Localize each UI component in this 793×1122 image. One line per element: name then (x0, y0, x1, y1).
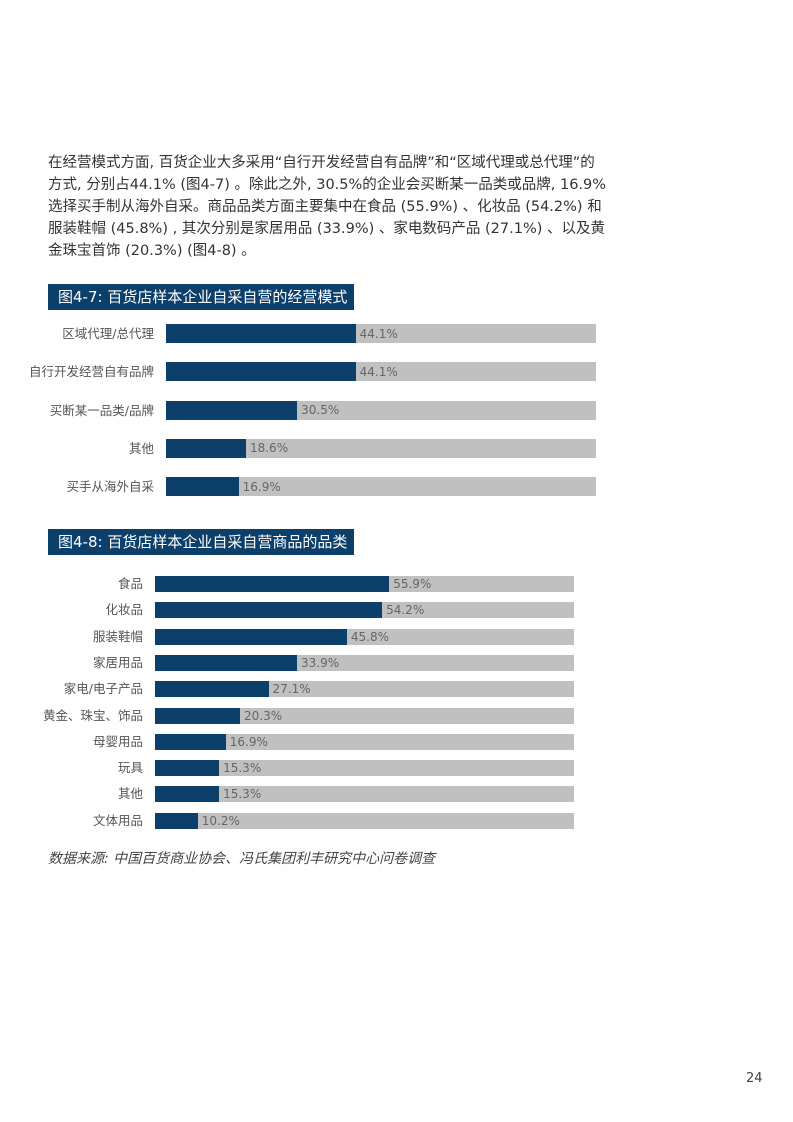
category-label: 文体用品 (92, 812, 143, 828)
bar (166, 400, 298, 420)
category-label: 食品 (117, 576, 143, 591)
value-label: 15.3% (223, 761, 262, 776)
bar-row: 黄金、珠宝、饰品 20.3% (0, 707, 793, 724)
value-label: 44.1% (359, 326, 398, 341)
bar-track: 54.2% (155, 602, 574, 619)
bar-row: 家电/电子产品 27.1% (0, 681, 793, 698)
bar (166, 477, 239, 497)
category-label: 区域代理/总代理 (62, 326, 154, 341)
bar (155, 628, 347, 645)
bar (155, 733, 226, 750)
bar-track: 55.9% (155, 576, 574, 592)
bar-track: 15.3% (155, 786, 574, 803)
bar-row: 区域代理/总代理 44.1% (0, 324, 793, 343)
value-label: 10.2% (201, 813, 240, 828)
bar-row: 其他 15.3% (0, 786, 793, 803)
category-label: 买断某一品类/品牌 (49, 402, 154, 418)
bar-row: 食品 55.9% (0, 576, 793, 592)
bar (155, 681, 269, 698)
category-label: 母婴用品 (92, 733, 143, 749)
figure-4-7-title: 图4-7: 百货店样本企业自采自营的经营模式 (48, 284, 354, 310)
category-label: 自行开发经营自有品牌 (28, 364, 154, 380)
value-label: 16.9% (242, 479, 281, 494)
bar (155, 654, 298, 671)
category-label: 其他 (117, 786, 143, 802)
bar (155, 576, 390, 592)
bar-track: 10.2% (155, 812, 574, 829)
bar-track: 15.3% (155, 760, 574, 777)
bar-row: 玩具 15.3% (0, 760, 793, 777)
bar-track: 20.3% (155, 707, 574, 724)
value-label: 18.6% (249, 441, 289, 456)
category-label: 买手从海外自采 (66, 479, 154, 495)
bar-row: 母婴用品 16.9% (0, 733, 793, 750)
bar-row: 文体用品 10.2% (0, 812, 793, 829)
bar-track: 44.1% (166, 324, 596, 343)
bar-row: 买断某一品类/品牌 30.5% (0, 400, 793, 420)
category-label: 玩具 (117, 760, 143, 776)
category-label: 化妆品 (105, 602, 143, 618)
value-label: 54.2% (386, 603, 425, 618)
value-label: 45.8% (350, 629, 390, 644)
value-label: 55.9% (393, 577, 432, 591)
value-label: 27.1% (272, 682, 311, 697)
bar-track: 45.8% (155, 628, 574, 645)
value-label: 44.1% (359, 364, 398, 379)
data-source: 数据来源: 中国百货商业协会、冯氏集团利丰研究中心问卷调查 (48, 851, 436, 867)
value-label: 16.9% (229, 734, 268, 749)
bar-track: 18.6% (166, 438, 596, 458)
value-label: 15.3% (223, 787, 262, 802)
value-label: 33.9% (301, 655, 340, 670)
category-label: 家居用品 (92, 654, 143, 670)
bar-track: 16.9% (166, 477, 596, 497)
bar (155, 812, 198, 829)
bar-track: 30.5% (166, 400, 596, 420)
value-label: 20.3% (244, 708, 283, 723)
bar-track: 33.9% (155, 654, 574, 671)
bar-row: 买手从海外自采 16.9% (0, 477, 793, 497)
bar-row: 其他 18.6% (0, 438, 793, 458)
page-number: 24 (746, 1071, 763, 1086)
figure-4-8-title: 图4-8: 百货店样本企业自采自营商品的品类 (48, 529, 354, 555)
category-label: 其他 (128, 440, 154, 456)
bar-track: 16.9% (155, 733, 574, 750)
category-label: 服装鞋帽 (92, 628, 143, 644)
bar (155, 602, 383, 619)
bar-row: 服装鞋帽 45.8% (0, 628, 793, 645)
bar (155, 760, 220, 777)
bar (166, 324, 356, 343)
bar (166, 362, 356, 382)
bar-row: 家居用品 33.9% (0, 654, 793, 671)
bar (155, 707, 241, 724)
bar (166, 438, 246, 458)
category-label: 黄金、珠宝、饰品 (42, 707, 143, 723)
bar-row: 自行开发经营自有品牌 44.1% (0, 362, 793, 382)
bar-track: 27.1% (155, 681, 574, 698)
bar (155, 786, 220, 803)
bar-row: 化妆品 54.2% (0, 602, 793, 619)
body-paragraph: 在经营模式方面, 百货企业大多采用“自行开发经营自有品牌”和“区域代理或总代理”… (48, 155, 607, 259)
category-label: 家电/电子产品 (63, 681, 143, 697)
value-label: 30.5% (301, 403, 340, 418)
bar-track: 44.1% (166, 362, 596, 382)
